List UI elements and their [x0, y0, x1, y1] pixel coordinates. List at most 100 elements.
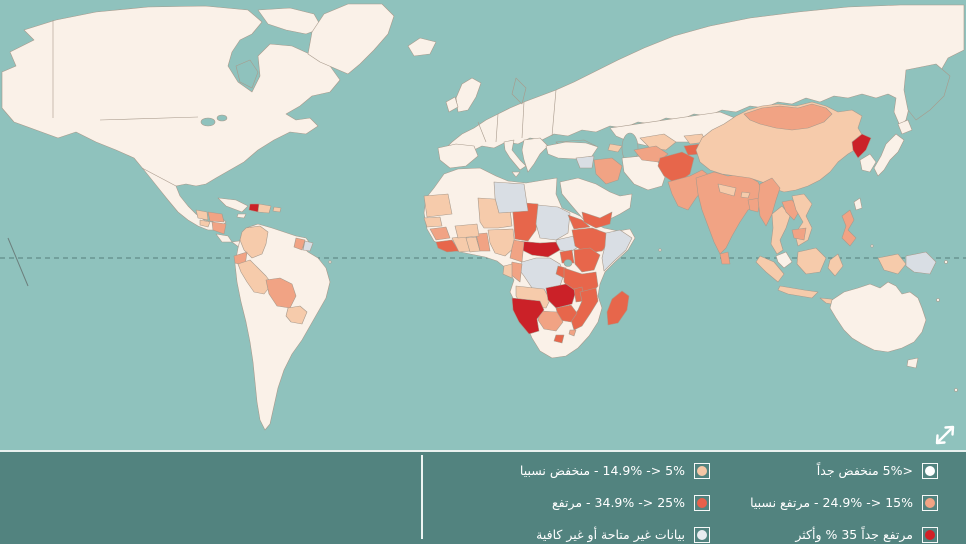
- legend-label: 5% <- 14.9% - منخفض نسبيا: [519, 463, 685, 478]
- region-sri-lanka[interactable]: [719, 251, 731, 265]
- baltic-sea: [511, 77, 527, 105]
- region-botswana[interactable]: [537, 310, 564, 332]
- region-mozambique[interactable]: [570, 287, 599, 331]
- legend-label: مرتفع جداً 35 % وأكثر: [795, 527, 913, 542]
- region-united-kingdom[interactable]: [455, 77, 482, 113]
- region-hokkaido[interactable]: [897, 119, 913, 135]
- region-guyana[interactable]: [293, 237, 306, 251]
- region-bhutan[interactable]: [740, 191, 751, 199]
- region-japan[interactable]: [873, 133, 905, 177]
- high-color-dot: [697, 498, 707, 508]
- very-high-color-dot: [925, 530, 935, 540]
- region-el-salvador[interactable]: [199, 219, 211, 228]
- legend-item-very-low: <5% منخفض جداً: [750, 460, 938, 482]
- region-iberia[interactable]: [437, 143, 479, 169]
- region-saudi-arabia[interactable]: [559, 177, 633, 225]
- region-sulawesi[interactable]: [827, 253, 844, 277]
- region-puerto-rico[interactable]: [272, 206, 282, 213]
- region-libya[interactable]: [493, 181, 529, 214]
- no-data-color-dot: [697, 530, 707, 540]
- region-burkina-faso[interactable]: [454, 223, 480, 239]
- region-benin[interactable]: [475, 232, 491, 252]
- region-kenya[interactable]: [573, 247, 601, 273]
- region-guatemala[interactable]: [195, 209, 209, 221]
- region-guinea[interactable]: [429, 226, 451, 241]
- region-iraq[interactable]: [593, 157, 623, 185]
- region-nicaragua[interactable]: [211, 221, 227, 235]
- region-sicily[interactable]: [511, 171, 521, 178]
- legend-column-right: <5% منخفض جداً 15% <- 24.9% - مرتفع نسبي…: [750, 460, 938, 546]
- region-paraguay[interactable]: [285, 305, 308, 325]
- region-europe-russia[interactable]: [443, 4, 965, 161]
- region-cameroon[interactable]: [509, 239, 525, 263]
- region-madagascar[interactable]: [606, 290, 630, 326]
- legend-swatch: [922, 527, 938, 543]
- region-zambia[interactable]: [545, 283, 577, 309]
- region-swaziland[interactable]: [568, 329, 577, 337]
- legend-item-relatively-high: 15% <- 24.9% - مرتفع نسبيا: [750, 492, 938, 514]
- region-borneo[interactable]: [796, 247, 827, 275]
- legend-divider: [421, 455, 423, 539]
- region-syria[interactable]: [575, 155, 595, 169]
- region-dominican-republic[interactable]: [257, 203, 272, 214]
- legend-swatch: [694, 527, 710, 543]
- region-taiwan[interactable]: [853, 197, 863, 211]
- region-mongolia[interactable]: [743, 103, 833, 131]
- very-low-color-dot: [925, 466, 935, 476]
- region-honduras[interactable]: [207, 211, 225, 223]
- region-ireland[interactable]: [445, 96, 459, 113]
- region-senegal[interactable]: [423, 216, 443, 228]
- legend-column-left: 5% <- 14.9% - منخفض نسبيا 25% <- 34.9% -…: [520, 460, 710, 546]
- region-bolivia[interactable]: [265, 277, 297, 309]
- relatively-low-color-dot: [697, 466, 707, 476]
- region-island-dot: [954, 388, 958, 392]
- region-gabon[interactable]: [502, 263, 513, 279]
- region-suriname[interactable]: [302, 240, 314, 252]
- legend-label: 25% <- 34.9% - مرتفع: [552, 495, 685, 510]
- sea-of-okhotsk: [903, 63, 951, 121]
- region-bangladesh[interactable]: [747, 197, 761, 213]
- region-nigeria[interactable]: [487, 228, 516, 257]
- region-yemen[interactable]: [581, 211, 613, 229]
- region-cuba[interactable]: [217, 197, 249, 213]
- region-mauritania[interactable]: [423, 193, 453, 218]
- region-tasmania[interactable]: [906, 357, 919, 369]
- dateline-segment: [7, 237, 29, 287]
- region-papua-new-guinea[interactable]: [905, 251, 937, 275]
- region-greenland[interactable]: [307, 3, 395, 75]
- region-jamaica[interactable]: [236, 213, 247, 219]
- legend-swatch: [694, 463, 710, 479]
- relatively-high-color-dot: [925, 498, 935, 508]
- region-lesotho[interactable]: [553, 334, 565, 344]
- region-central-african-republic[interactable]: [517, 240, 561, 258]
- expand-icon[interactable]: [935, 425, 955, 445]
- legend-label: 15% <- 24.9% - مرتفع نسبيا: [750, 495, 913, 510]
- region-australia[interactable]: [829, 281, 927, 353]
- region-sudan[interactable]: [535, 204, 571, 241]
- legend-item-very-high: مرتفع جداً 35 % وأكثر: [750, 524, 938, 546]
- region-malaysia[interactable]: [775, 251, 793, 269]
- region-cambodia[interactable]: [791, 227, 807, 241]
- region-iceland[interactable]: [407, 37, 437, 57]
- legend-item-no-data: بيانات غير متاحة أو غير كافية: [520, 524, 710, 546]
- region-azerbaijan[interactable]: [607, 143, 623, 153]
- region-java[interactable]: [777, 285, 819, 299]
- region-sumatra[interactable]: [755, 255, 785, 283]
- legend-swatch: [922, 495, 938, 511]
- region-namibia[interactable]: [511, 297, 545, 335]
- region-philippines[interactable]: [841, 209, 857, 247]
- region-liberia[interactable]: [435, 239, 460, 253]
- region-north-korea[interactable]: [851, 133, 872, 159]
- region-somalia[interactable]: [601, 229, 633, 272]
- legend-swatch: [694, 495, 710, 511]
- region-eritrea[interactable]: [567, 214, 591, 230]
- region-colombia[interactable]: [239, 225, 269, 259]
- region-south-korea[interactable]: [859, 153, 877, 173]
- region-nepal[interactable]: [717, 183, 737, 197]
- legend-label: بيانات غير متاحة أو غير كافية: [536, 527, 685, 542]
- region-balkans-greece[interactable]: [521, 137, 549, 173]
- region-uzbekistan[interactable]: [639, 133, 677, 151]
- region-west-papua[interactable]: [877, 253, 907, 275]
- legend-item-relatively-low: 5% <- 14.9% - منخفض نسبيا: [520, 460, 710, 482]
- legend-swatch: [922, 463, 938, 479]
